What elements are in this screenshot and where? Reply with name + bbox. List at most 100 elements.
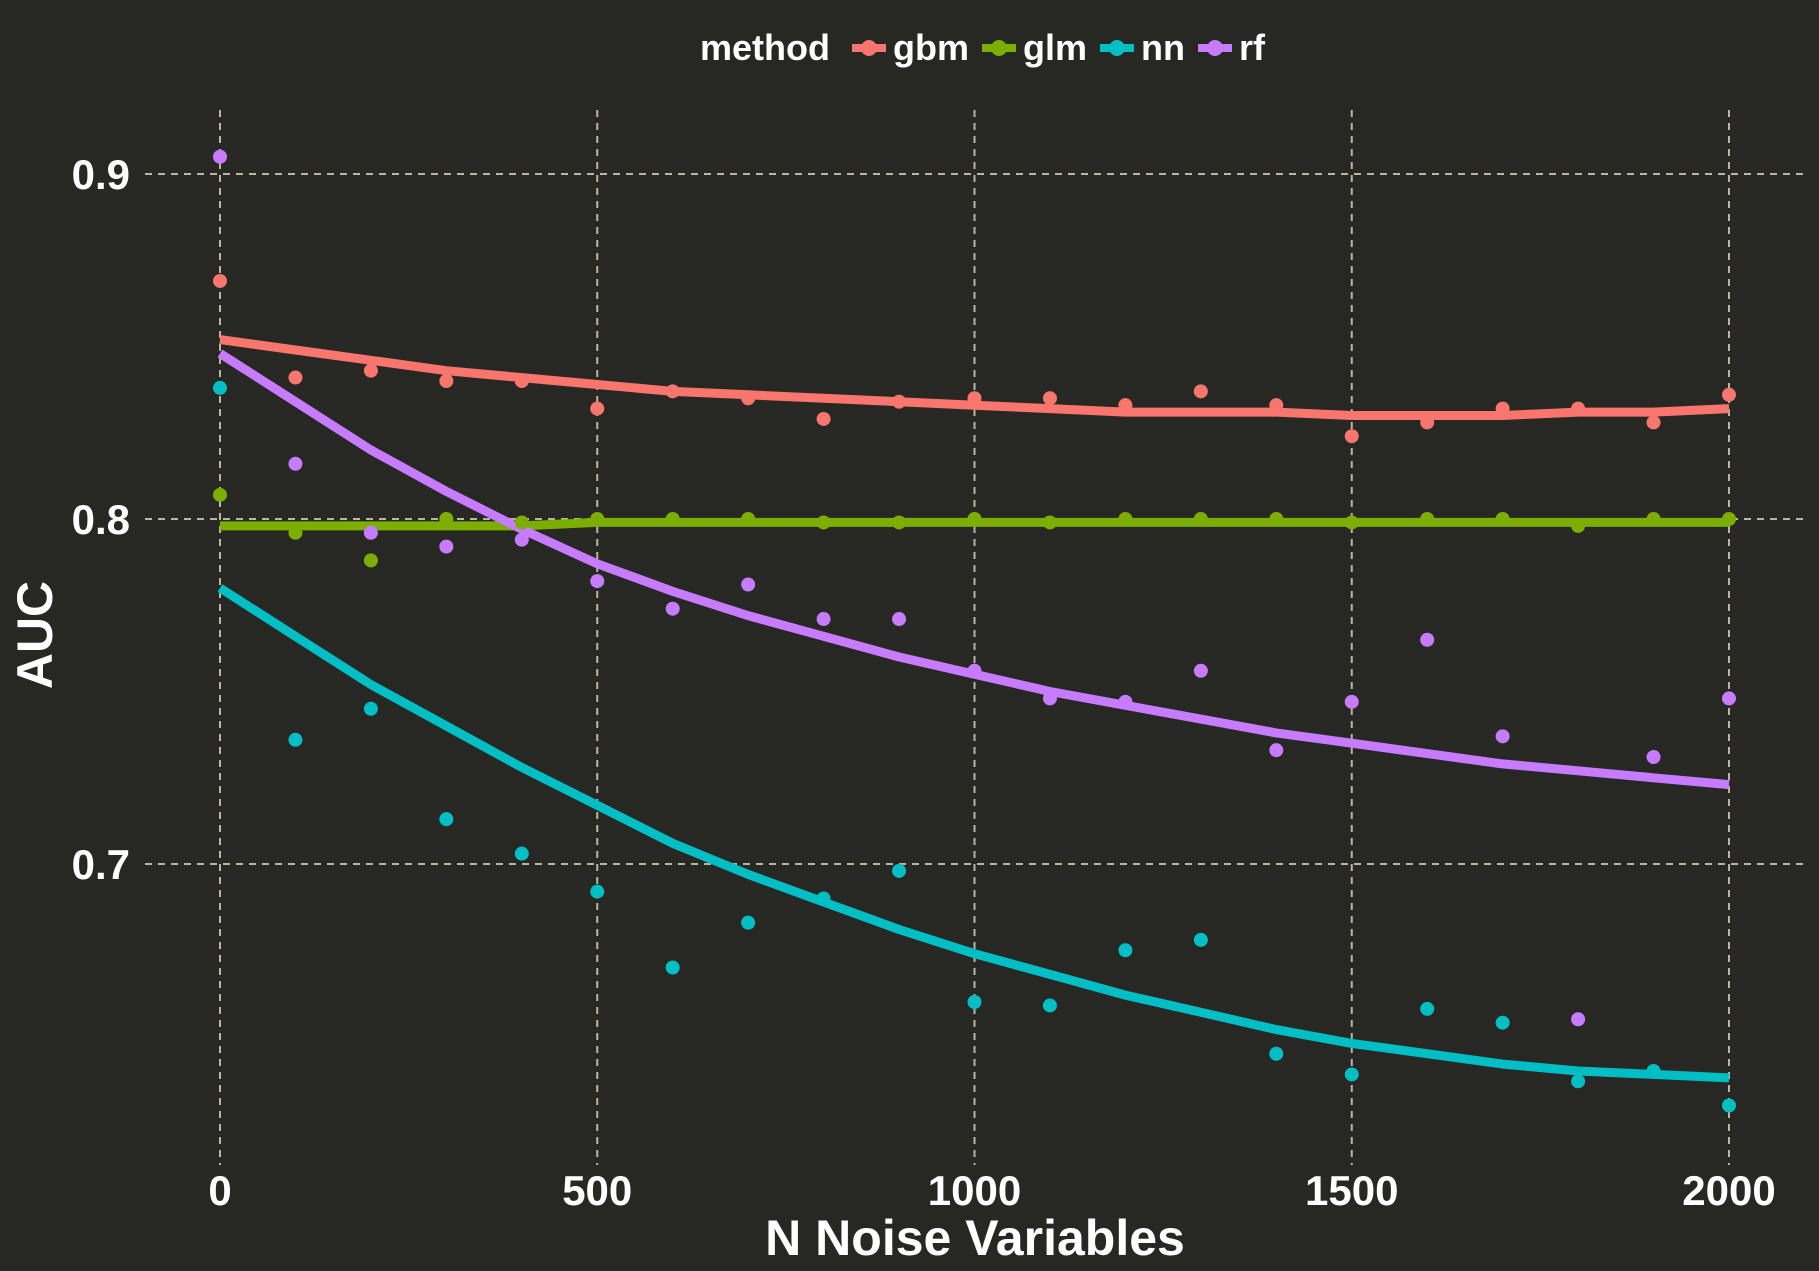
x-axis-title: N Noise Variables	[765, 1210, 1185, 1266]
point-nn	[1193, 932, 1208, 947]
legend-key-point	[1109, 40, 1126, 56]
point-glm	[1571, 518, 1586, 533]
legend-item-nn: nn	[1100, 27, 1185, 68]
point-glm	[590, 512, 605, 526]
x-tick-label: 1000	[928, 1167, 1021, 1214]
x-tick-label: 0	[208, 1167, 231, 1214]
point-gbm	[363, 363, 378, 378]
point-glm	[1118, 512, 1133, 526]
point-glm	[288, 525, 303, 540]
point-glm	[213, 487, 227, 502]
point-gbm	[1193, 384, 1208, 399]
point-gbm	[439, 374, 454, 388]
point-rf	[288, 456, 303, 471]
point-rf	[363, 525, 378, 540]
point-gbm	[590, 401, 605, 416]
point-rf	[1269, 743, 1284, 758]
point-glm	[439, 512, 454, 526]
legend-label: nn	[1141, 27, 1185, 68]
legend-item-gbm: gbm	[852, 27, 969, 68]
point-gbm	[1420, 415, 1435, 430]
point-nn	[1420, 1001, 1435, 1016]
point-gbm	[741, 391, 756, 406]
legend-key-point	[861, 40, 877, 56]
point-glm	[1193, 512, 1208, 526]
point-rf	[741, 577, 756, 592]
legend-item-rf: rf	[1198, 27, 1266, 68]
legend-item-glm: glm	[982, 27, 1087, 68]
point-rf	[892, 612, 907, 627]
x-tick-label: 500	[562, 1167, 632, 1214]
point-rf	[1722, 691, 1736, 706]
point-glm	[665, 512, 680, 526]
legend-key-point	[991, 40, 1007, 56]
point-rf	[514, 532, 529, 547]
point-gbm	[1495, 401, 1510, 416]
point-nn	[1495, 1015, 1510, 1030]
legend-label: rf	[1239, 27, 1266, 68]
point-nn	[288, 732, 303, 747]
point-glm	[1420, 512, 1435, 526]
point-nn	[439, 812, 454, 827]
point-rf	[1571, 1012, 1586, 1027]
point-glm	[514, 515, 529, 530]
point-glm	[1722, 512, 1736, 526]
point-nn	[1722, 1098, 1736, 1113]
point-glm	[1269, 512, 1284, 526]
point-gbm	[1571, 401, 1586, 416]
point-rf	[1042, 691, 1057, 706]
point-rf	[1118, 694, 1133, 709]
point-gbm	[1042, 391, 1057, 406]
y-tick-label: 0.7	[72, 841, 130, 888]
point-nn	[967, 995, 982, 1009]
point-gbm	[514, 374, 529, 388]
point-glm	[816, 515, 831, 530]
point-gbm	[967, 391, 982, 406]
legend-label: gbm	[893, 27, 969, 68]
point-rf	[665, 601, 680, 616]
y-tick-label: 0.9	[72, 151, 130, 198]
point-gbm	[1344, 429, 1359, 444]
point-rf	[816, 612, 831, 627]
point-gbm	[288, 370, 303, 385]
point-nn	[514, 846, 529, 861]
tick-labels: 0 500 1000 1500 2000 0.7 0.8 0.9	[72, 151, 1776, 1214]
x-tick-label: 1500	[1305, 1167, 1398, 1214]
point-glm	[892, 515, 907, 530]
point-rf	[1495, 729, 1510, 744]
data-points	[213, 149, 1736, 1113]
trend-line-nn	[217, 584, 1730, 1083]
point-glm	[1646, 512, 1661, 526]
point-glm	[363, 553, 378, 568]
point-nn	[816, 891, 831, 906]
point-glm	[741, 512, 756, 526]
point-nn	[1042, 998, 1057, 1013]
point-rf	[967, 663, 982, 678]
point-gbm	[665, 384, 680, 399]
legend: method gbm glm nn rf	[700, 27, 1266, 68]
legend-title: method	[700, 27, 830, 68]
point-nn	[213, 380, 227, 395]
point-rf	[590, 574, 605, 589]
x-tick-label: 2000	[1682, 1167, 1775, 1214]
point-nn	[1118, 943, 1133, 958]
point-glm	[1344, 515, 1359, 530]
point-nn	[1646, 1064, 1661, 1078]
point-gbm	[1722, 387, 1736, 402]
point-nn	[363, 701, 378, 716]
point-rf	[439, 539, 454, 554]
point-nn	[665, 960, 680, 975]
point-rf	[1420, 632, 1435, 647]
point-gbm	[816, 411, 831, 426]
legend-label: glm	[1023, 27, 1087, 68]
point-rf	[1193, 663, 1208, 678]
point-glm	[1042, 515, 1057, 530]
point-nn	[892, 863, 907, 878]
point-gbm	[213, 273, 227, 288]
point-rf	[1646, 750, 1661, 765]
point-nn	[590, 884, 605, 899]
y-axis-title: AUC	[7, 581, 63, 689]
point-gbm	[1646, 415, 1661, 430]
